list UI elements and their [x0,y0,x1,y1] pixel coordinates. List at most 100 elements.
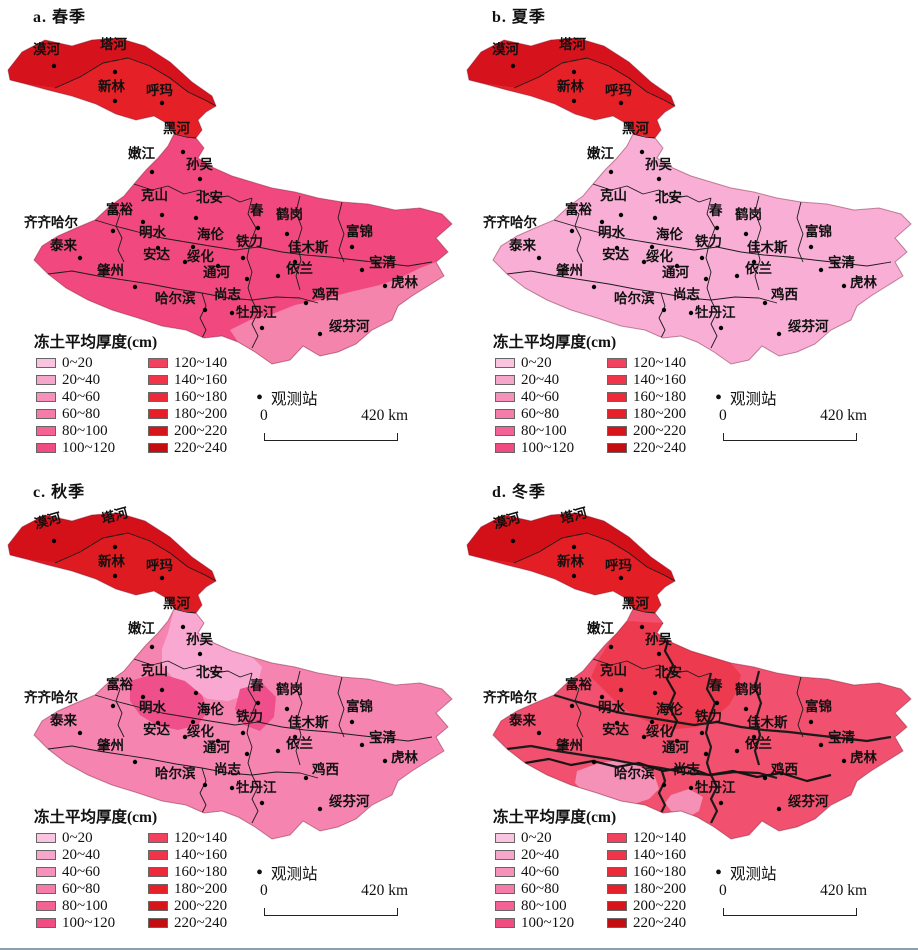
district-boundary [709,774,719,824]
station-dot [618,575,624,581]
station-dot [703,276,709,282]
district-boundary [54,532,217,582]
station-label: 富裕 [106,201,133,217]
station-dot [284,706,290,712]
station-dot [714,225,720,231]
station-dot [112,69,118,75]
station-dot [303,775,309,781]
station-label: 塔河 [99,504,130,527]
station-label: 齐齐哈尔 [483,689,537,705]
district-boundary [506,270,778,304]
station-label: 依兰 [286,260,313,276]
station-label: 安达 [143,246,170,262]
district-boundary [94,219,433,267]
station-dot [618,212,624,218]
station-dot [155,720,161,726]
panel-title-winter: d. 冬季 [492,484,546,501]
station-dot [614,720,620,726]
station-dot [608,169,614,175]
district-boundary [295,670,303,766]
station-dot [776,331,782,337]
station-dot [140,694,146,700]
station-label: 佳木斯 [747,714,788,730]
station-label: 呼玛 [146,557,173,573]
region-patch-north_light [162,609,262,701]
district-boundary [54,57,217,107]
station-label: 绥芬河 [788,793,829,809]
station-label: 北安 [196,189,223,205]
station-label: 肇州 [556,737,583,753]
station-label: 呼玛 [146,82,173,98]
station-dot [292,259,298,265]
station-label: 宝清 [369,254,396,270]
province-layers [467,513,911,839]
station-label: 泰来 [49,712,77,728]
figure-bottom-border [0,948,918,950]
station-dot [284,231,290,237]
district-boundary [109,205,125,263]
station-label: 克山 [600,662,627,678]
station-dot [639,149,645,155]
station-dot [159,687,165,693]
station-label: 鸡西 [770,761,798,777]
station-label: 安达 [602,246,630,262]
panel-winter: d. 冬季 漠河 塔河 新林 呼玛 黑河 嫩江 孙吴 克山 北安 富裕 齐齐哈尔 明水 海伦 春鹤岗 铁力 佳… [459,475,918,950]
station-dot [734,273,740,279]
river-line [661,622,679,736]
region-nw-arm-upper [467,513,675,581]
region-patch-central_red [591,621,741,729]
station-dot [661,307,667,313]
panel-title-summer: b. 夏季 [492,9,546,26]
station-dot [808,244,814,250]
station-dot [349,244,355,250]
station-dot [77,255,83,261]
station-label: 虎林 [391,749,418,765]
station-label: 漠河 [492,41,520,57]
station-dot [652,690,658,696]
panel-title-spring: a. 春季 [33,9,87,26]
station-label: 富锦 [346,223,373,239]
station-label: 嫩江 [587,620,615,636]
station-dot [349,719,355,725]
district-boundary [553,693,892,743]
district-boundary [705,197,716,301]
province-body [467,38,911,364]
station-dot [688,785,694,791]
station-dot [510,63,516,69]
station-label: 哈尔滨 [614,765,655,781]
station-dot [180,149,186,155]
region-nw-arm-lower [485,58,675,138]
station-label: 绥化 [187,248,214,264]
station-dot [197,651,203,657]
station-label: 佳木斯 [288,239,329,255]
district-boundary [632,133,656,139]
panel-title-autumn: c. 秋季 [33,484,86,501]
district-boundary [796,201,804,263]
region-nw-arm-lower [26,58,216,138]
station-label: 牡丹江 [236,304,277,320]
station-label: 依兰 [745,735,772,751]
station-dot [618,100,624,106]
station-label: 塔河 [559,36,587,52]
station-label: 牡丹江 [695,304,736,320]
river-line [524,757,832,783]
station-label: 哈尔滨 [614,290,655,306]
station-dot [190,244,196,250]
station-label: 黑河 [163,120,190,136]
station-label: 肇州 [97,737,124,753]
station-dot [762,775,768,781]
station-dot [674,263,680,269]
district-boundary [251,774,259,824]
district-boundary [632,608,656,614]
district-boundary [337,201,345,263]
district-boundary [568,680,584,738]
station-label: 海伦 [656,701,684,717]
station-label: 宝清 [828,254,856,270]
region-nw-arm-upper [8,513,216,581]
station-dot [110,228,116,234]
station-label: 春 [708,202,723,218]
station-dot [51,538,57,544]
